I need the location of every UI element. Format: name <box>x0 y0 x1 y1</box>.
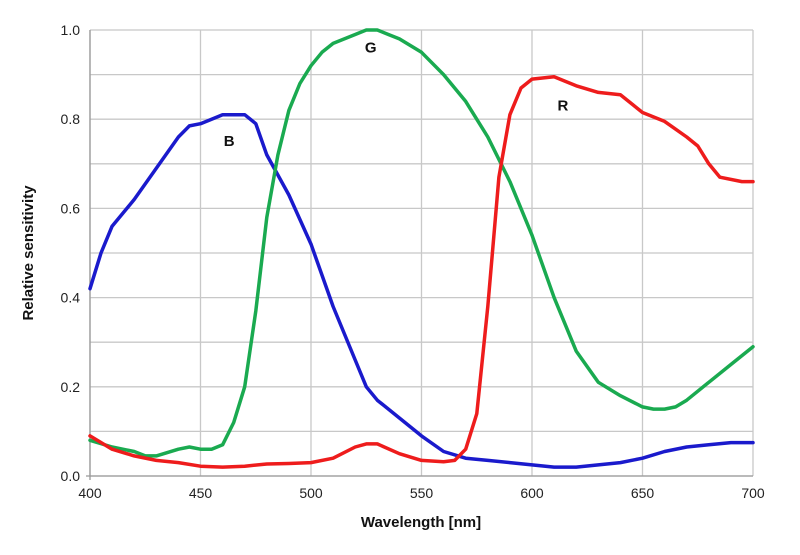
series-annotations: B G R <box>224 39 569 150</box>
x-axis-ticks: 400 450 500 550 600 650 700 <box>78 485 765 501</box>
series-line-B <box>88 112 755 469</box>
series-label-R: R <box>558 97 569 114</box>
y-axis-ticks: 0.0 0.2 0.4 0.6 0.8 1.0 <box>61 22 81 484</box>
y-axis-label: Relative sensitivity <box>20 185 37 321</box>
x-tick-label: 550 <box>410 485 434 501</box>
series-lines <box>88 28 755 469</box>
x-tick-label: 600 <box>520 485 544 501</box>
y-tick-label: 0.6 <box>61 200 81 216</box>
x-axis-label: Wavelength [nm] <box>361 514 481 531</box>
series-line-R <box>88 75 755 469</box>
y-tick-label: 0.0 <box>61 468 81 484</box>
series-label-B: B <box>224 133 235 150</box>
x-tick-label: 700 <box>741 485 765 501</box>
y-tick-label: 0.8 <box>61 111 81 127</box>
series-label-G: G <box>365 39 377 56</box>
series-line-G <box>88 28 755 458</box>
y-tick-label: 0.2 <box>61 379 81 395</box>
x-tick-label: 400 <box>78 485 102 501</box>
x-tick-label: 450 <box>189 485 213 501</box>
y-tick-label: 1.0 <box>61 22 81 38</box>
x-tick-label: 500 <box>299 485 323 501</box>
y-tick-label: 0.4 <box>61 290 81 306</box>
grid <box>86 29 754 480</box>
x-tick-label: 650 <box>631 485 655 501</box>
